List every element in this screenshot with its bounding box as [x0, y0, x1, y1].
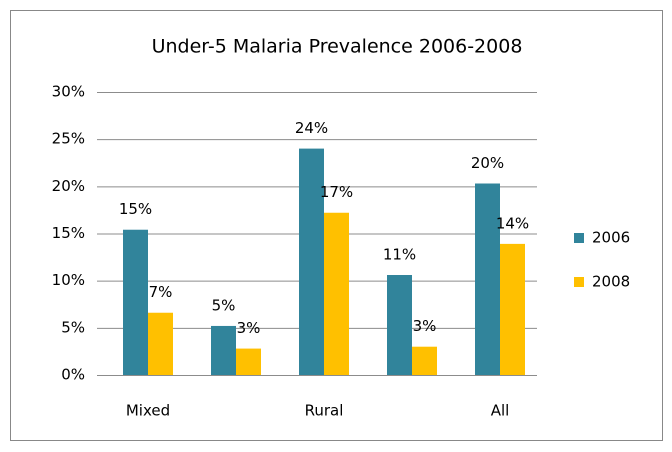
data-label: 3% [413, 317, 437, 335]
bar [148, 312, 173, 375]
data-label: 7% [149, 283, 173, 301]
bar [500, 243, 525, 375]
data-label: 20% [471, 154, 504, 172]
y-tick-label: 10% [52, 271, 85, 289]
x-tick-label: Rural [305, 402, 344, 420]
data-label: 15% [119, 200, 152, 218]
data-label: 14% [496, 214, 529, 232]
data-label: 11% [383, 246, 416, 264]
y-tick-label: 20% [52, 177, 85, 195]
legend-label: 2008 [592, 273, 630, 291]
bar [299, 148, 324, 375]
y-tick-label: 5% [61, 318, 85, 336]
y-tick-label: 15% [52, 224, 85, 242]
x-tick-label: Mixed [126, 402, 170, 420]
bar [475, 183, 500, 375]
x-tick-label: All [491, 402, 510, 420]
legend-swatch [574, 233, 584, 243]
data-label: 3% [237, 319, 261, 337]
bar [123, 229, 148, 375]
bar [412, 346, 437, 375]
bar [324, 212, 349, 375]
data-label: 5% [212, 296, 236, 314]
legend-label: 2006 [592, 229, 630, 247]
bar [236, 348, 261, 375]
y-tick-label: 25% [52, 130, 85, 148]
bar [211, 325, 236, 375]
chart-title: Under-5 Malaria Prevalence 2006-2008 [152, 36, 523, 58]
data-label: 17% [320, 183, 353, 201]
legend-swatch [574, 277, 584, 287]
y-tick-label: 30% [52, 83, 85, 101]
y-tick-label: 0% [61, 366, 85, 384]
data-label: 24% [295, 119, 328, 137]
bar [387, 275, 412, 375]
